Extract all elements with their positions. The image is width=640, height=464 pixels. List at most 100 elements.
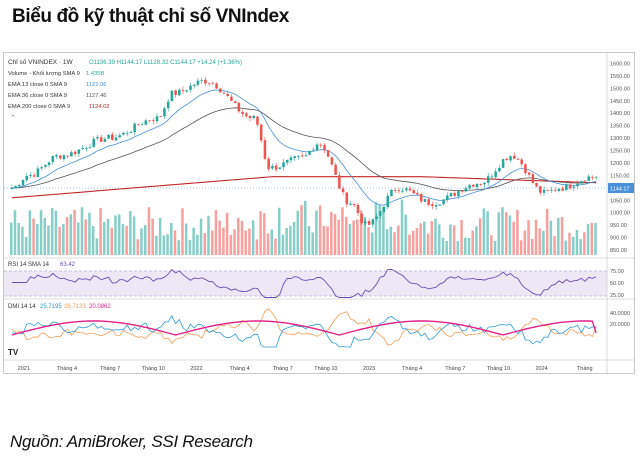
volume-bar xyxy=(117,214,121,255)
volume-bar xyxy=(173,230,177,255)
volume-bar xyxy=(95,238,99,255)
legend-ema36-label: EMA 36 close 0 SMA 9 xyxy=(8,93,67,99)
volume-bar xyxy=(594,223,597,255)
price-tick-label: 1550.00 xyxy=(610,74,630,80)
last-price-label: 1144.17 xyxy=(610,187,629,193)
volume-bar xyxy=(467,237,471,255)
candle-body xyxy=(252,115,256,119)
volume-bar xyxy=(103,222,106,255)
volume-bar xyxy=(341,207,344,255)
candle-body xyxy=(36,168,40,177)
volume-bar xyxy=(571,236,575,255)
volume-bar xyxy=(385,229,389,255)
volume-bar xyxy=(437,224,441,255)
candle-body xyxy=(88,146,92,148)
volume-bar xyxy=(229,234,233,255)
volume-bar xyxy=(411,230,415,255)
candle-body xyxy=(73,151,77,155)
candle-body xyxy=(412,190,416,194)
candle-body xyxy=(181,89,185,91)
adx-line xyxy=(11,320,597,336)
candle-body xyxy=(542,189,546,193)
dmi-minus-line xyxy=(11,308,597,346)
dmi-tick-20: 20.0000 xyxy=(610,322,630,328)
legend-volume-value: 1.435B xyxy=(86,71,105,77)
volume-bar xyxy=(54,210,58,255)
volume-bar xyxy=(423,221,426,255)
candle-body xyxy=(122,132,125,135)
candle-body xyxy=(546,189,550,191)
price-tick-label: 1050.00 xyxy=(610,198,630,204)
volume-bar xyxy=(43,217,47,255)
candle-body xyxy=(289,157,293,161)
candle-body xyxy=(241,111,244,114)
volume-bar xyxy=(553,236,556,255)
dmi-label: DMI 14 14 xyxy=(8,304,36,310)
candle-body xyxy=(475,184,479,188)
candle-body xyxy=(140,124,144,126)
volume-bar xyxy=(125,225,128,255)
candle-body xyxy=(591,177,594,179)
volume-bar xyxy=(471,230,474,255)
chart-ohlc: O1136.39 H1144.17 L1128.32 C1144.17 +14.… xyxy=(89,60,242,66)
candle-body xyxy=(524,164,527,174)
volume-bar xyxy=(493,240,497,255)
volume-bar xyxy=(84,219,87,255)
time-tick-label: 2024 xyxy=(535,366,547,372)
rsi-label: RSI 14 SMA 14 xyxy=(8,262,50,268)
candle-body xyxy=(21,179,25,186)
candle-body xyxy=(233,101,237,103)
volume-bar xyxy=(311,232,314,255)
candle-body xyxy=(513,155,516,159)
volume-bar xyxy=(322,225,326,255)
time-tick-label: Tháng 7 xyxy=(445,366,465,372)
candle-body xyxy=(379,211,382,216)
volume-bar xyxy=(233,229,236,255)
candle-body xyxy=(248,115,252,119)
volume-bar xyxy=(568,232,571,255)
candle-body xyxy=(99,137,103,142)
candle-body xyxy=(259,124,263,141)
candle-body xyxy=(326,150,330,157)
candle-body xyxy=(192,84,196,87)
volume-bar xyxy=(270,229,274,255)
volume-bar xyxy=(166,234,169,255)
time-tick-label: Tháng 4 xyxy=(402,366,422,372)
candle-body xyxy=(330,157,334,165)
volume-bar xyxy=(352,220,355,255)
volume-bar xyxy=(408,234,411,255)
volume-bar xyxy=(527,220,530,255)
candle-body xyxy=(312,149,315,151)
price-tick-label: 1600.00 xyxy=(610,61,630,67)
candle-body xyxy=(211,82,215,84)
candle-body xyxy=(405,188,408,191)
candle-body xyxy=(10,187,14,190)
volume-bar xyxy=(199,218,203,255)
rsi-value: 63.42 xyxy=(60,262,76,268)
candle-body xyxy=(25,175,29,181)
volume-bar xyxy=(32,218,35,255)
volume-bar xyxy=(557,217,560,255)
volume-bar xyxy=(579,239,582,255)
price-tick-label: 1500.00 xyxy=(610,86,630,92)
volume-bar xyxy=(583,232,586,255)
candle-body xyxy=(352,203,356,205)
candle-body xyxy=(207,83,211,85)
candle-body xyxy=(594,176,598,178)
volume-bar xyxy=(504,212,508,255)
volume-bar xyxy=(10,222,13,255)
candle-body xyxy=(185,90,189,92)
rsi-tick-75: 75.00 xyxy=(610,269,624,275)
candle-body xyxy=(178,89,181,96)
time-tick-label: 2022 xyxy=(190,366,202,372)
time-tick-label: Tháng xyxy=(577,366,593,372)
volume-bar xyxy=(58,226,61,255)
collapse-legend-icon[interactable]: ⌃ xyxy=(10,114,16,122)
candle-body xyxy=(271,166,274,169)
volume-bar xyxy=(516,209,519,255)
candle-body xyxy=(583,180,587,182)
source-note: Nguồn: AmiBroker, SSI Research xyxy=(10,432,253,451)
candle-body xyxy=(393,190,397,191)
candle-body xyxy=(274,165,278,170)
rsi-tick-25: 25.00 xyxy=(610,293,624,299)
